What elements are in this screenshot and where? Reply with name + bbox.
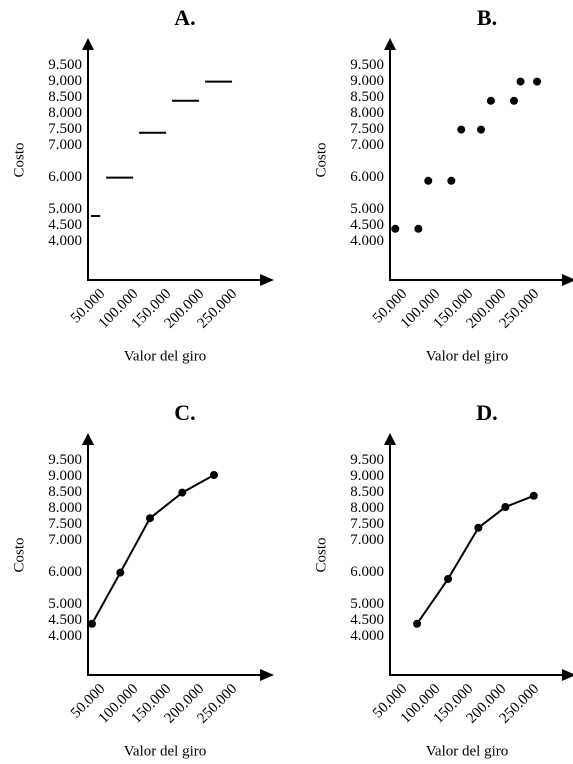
y-tick-label: 8.500 (350, 89, 384, 105)
point (447, 176, 456, 185)
chart-title: B. (477, 5, 497, 30)
point (178, 488, 187, 497)
y-tick-label: 4.500 (48, 217, 82, 233)
point (486, 96, 495, 105)
y-tick-label: 7.000 (48, 532, 82, 548)
y-tick-label: 8.500 (48, 484, 82, 500)
chart-title: C. (174, 400, 195, 425)
axes (87, 44, 266, 281)
axes (389, 439, 568, 676)
point (477, 125, 485, 134)
point (501, 503, 510, 511)
y-axis-label: Costo (313, 537, 329, 572)
axes (87, 439, 266, 676)
point (457, 125, 466, 134)
point (533, 77, 542, 86)
x-axis-label: Valor del giro (426, 348, 508, 364)
line (416, 494, 535, 625)
point (516, 77, 525, 86)
x-arrow (260, 669, 274, 681)
y-tick-label: 8.500 (48, 89, 82, 105)
x-axis-label: Valor del giro (426, 743, 508, 759)
point (509, 96, 518, 105)
chart-title: D. (476, 400, 497, 425)
y-tick-label: 4.500 (350, 612, 384, 628)
y-tick-label: 8.500 (350, 484, 384, 500)
y-tick-label: 7.500 (350, 516, 384, 532)
y-axis-label: Costo (11, 537, 27, 572)
y-tick-label: 8.000 (48, 500, 82, 516)
y-tick-label: 8.000 (350, 500, 384, 516)
chart-title: A. (174, 5, 195, 30)
y-tick-label: 4.000 (48, 628, 82, 644)
y-tick-label: 4.000 (350, 233, 384, 249)
y-tick-label: 6.000 (350, 564, 384, 580)
y-tick-label: 9.500 (350, 57, 384, 73)
y-tick-label: 7.000 (48, 137, 82, 153)
y-tick-label: 7.500 (48, 121, 82, 137)
y-tick-label: 5.000 (350, 201, 384, 217)
y-tick-label: 9.000 (350, 73, 384, 89)
y-tick-label: 8.000 (48, 105, 82, 121)
y-tick-label: 9.500 (350, 452, 384, 468)
y-arrow (82, 433, 94, 445)
y-arrow (82, 38, 94, 50)
y-tick-label: 9.000 (48, 73, 82, 89)
y-tick-label: 5.000 (350, 596, 384, 612)
y-tick-label: 9.500 (48, 452, 82, 468)
point (424, 176, 433, 185)
x-axis-label: Valor del giro (124, 348, 206, 364)
y-tick-label: 5.000 (48, 201, 82, 217)
y-tick-label: 4.500 (350, 217, 384, 233)
x-arrow (562, 274, 573, 286)
point (116, 568, 125, 577)
axes (389, 44, 568, 281)
y-tick-label: 7.000 (350, 532, 384, 548)
y-tick-label: 4.500 (48, 612, 82, 628)
y-tick-label: 6.000 (48, 169, 82, 185)
x-axis-label: Valor del giro (124, 743, 206, 759)
y-tick-label: 6.000 (48, 564, 82, 580)
point (87, 619, 96, 628)
point (444, 575, 453, 583)
point (209, 471, 218, 479)
point (145, 514, 154, 523)
point (413, 619, 422, 628)
y-arrow (384, 433, 396, 445)
y-tick-label: 9.000 (350, 468, 384, 484)
y-tick-label: 7.000 (350, 137, 384, 153)
line (91, 474, 215, 625)
y-tick-label: 5.000 (48, 596, 82, 612)
y-tick-label: 7.500 (48, 516, 82, 532)
y-tick-label: 4.000 (48, 233, 82, 249)
x-arrow (562, 669, 573, 681)
y-tick-label: 8.000 (350, 105, 384, 121)
y-axis-label: Costo (313, 142, 329, 177)
y-tick-label: 4.000 (350, 628, 384, 644)
y-tick-label: 9.000 (48, 468, 82, 484)
point (414, 224, 423, 233)
point (474, 523, 483, 532)
point (391, 224, 400, 233)
y-tick-label: 6.000 (350, 169, 384, 185)
point (529, 491, 538, 500)
y-axis-label: Costo (11, 142, 27, 177)
y-arrow (384, 38, 396, 50)
y-tick-label: 9.500 (48, 57, 82, 73)
x-arrow (260, 274, 274, 286)
y-tick-label: 7.500 (350, 121, 384, 137)
